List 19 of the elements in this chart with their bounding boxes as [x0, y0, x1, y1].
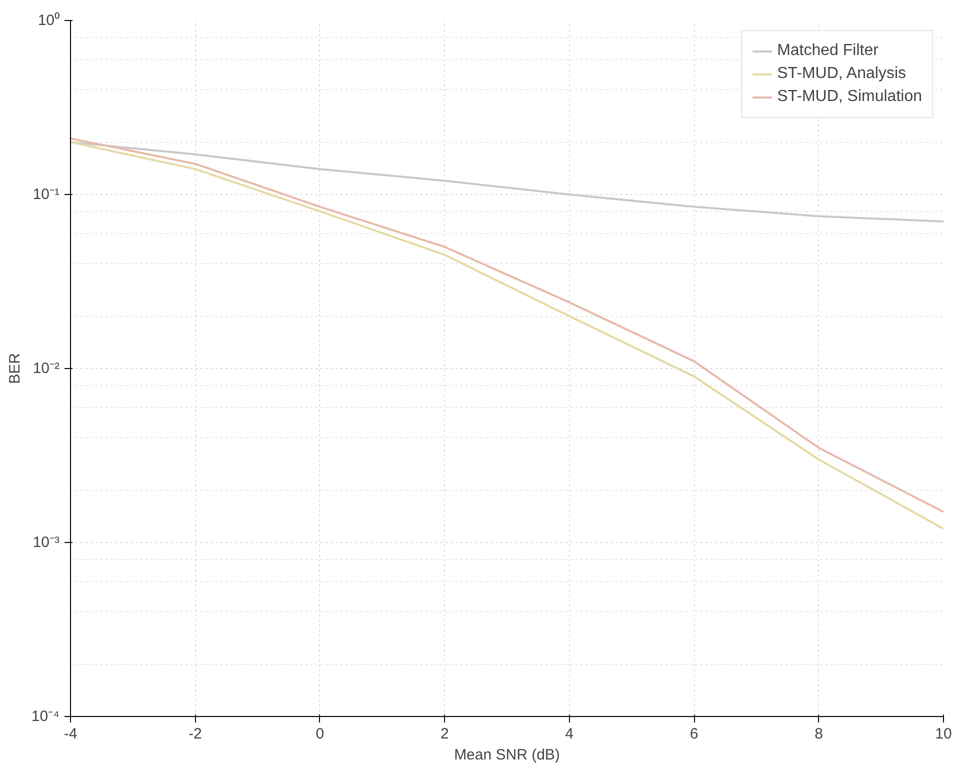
legend-label: ST-MUD, Analysis	[777, 65, 906, 83]
x-tick-label: 10	[935, 726, 952, 742]
x-tick-label: 2	[440, 726, 449, 742]
y-tick-label: 10⁰	[38, 12, 60, 29]
x-axis-title: Mean SNR (dB)	[454, 746, 560, 764]
y-tick-label: 10⁻²	[32, 360, 60, 377]
x-tick-label: 4	[565, 726, 574, 742]
y-tick-label: 10⁻⁴	[31, 708, 60, 725]
legend-label: Matched Filter	[777, 42, 878, 60]
legend-label: ST-MUD, Simulation	[777, 88, 922, 106]
x-tick-label: -2	[188, 726, 202, 742]
x-tick-label: -4	[64, 726, 78, 742]
y-tick-label: 10⁻¹	[32, 186, 60, 203]
x-tick-label: 0	[316, 726, 324, 742]
line-series	[70, 141, 944, 222]
x-tick-label: 8	[814, 726, 823, 742]
y-tick-label: 10⁻³	[32, 534, 60, 551]
y-axis-title: BER	[6, 352, 24, 384]
x-tick-label: 6	[690, 726, 698, 742]
